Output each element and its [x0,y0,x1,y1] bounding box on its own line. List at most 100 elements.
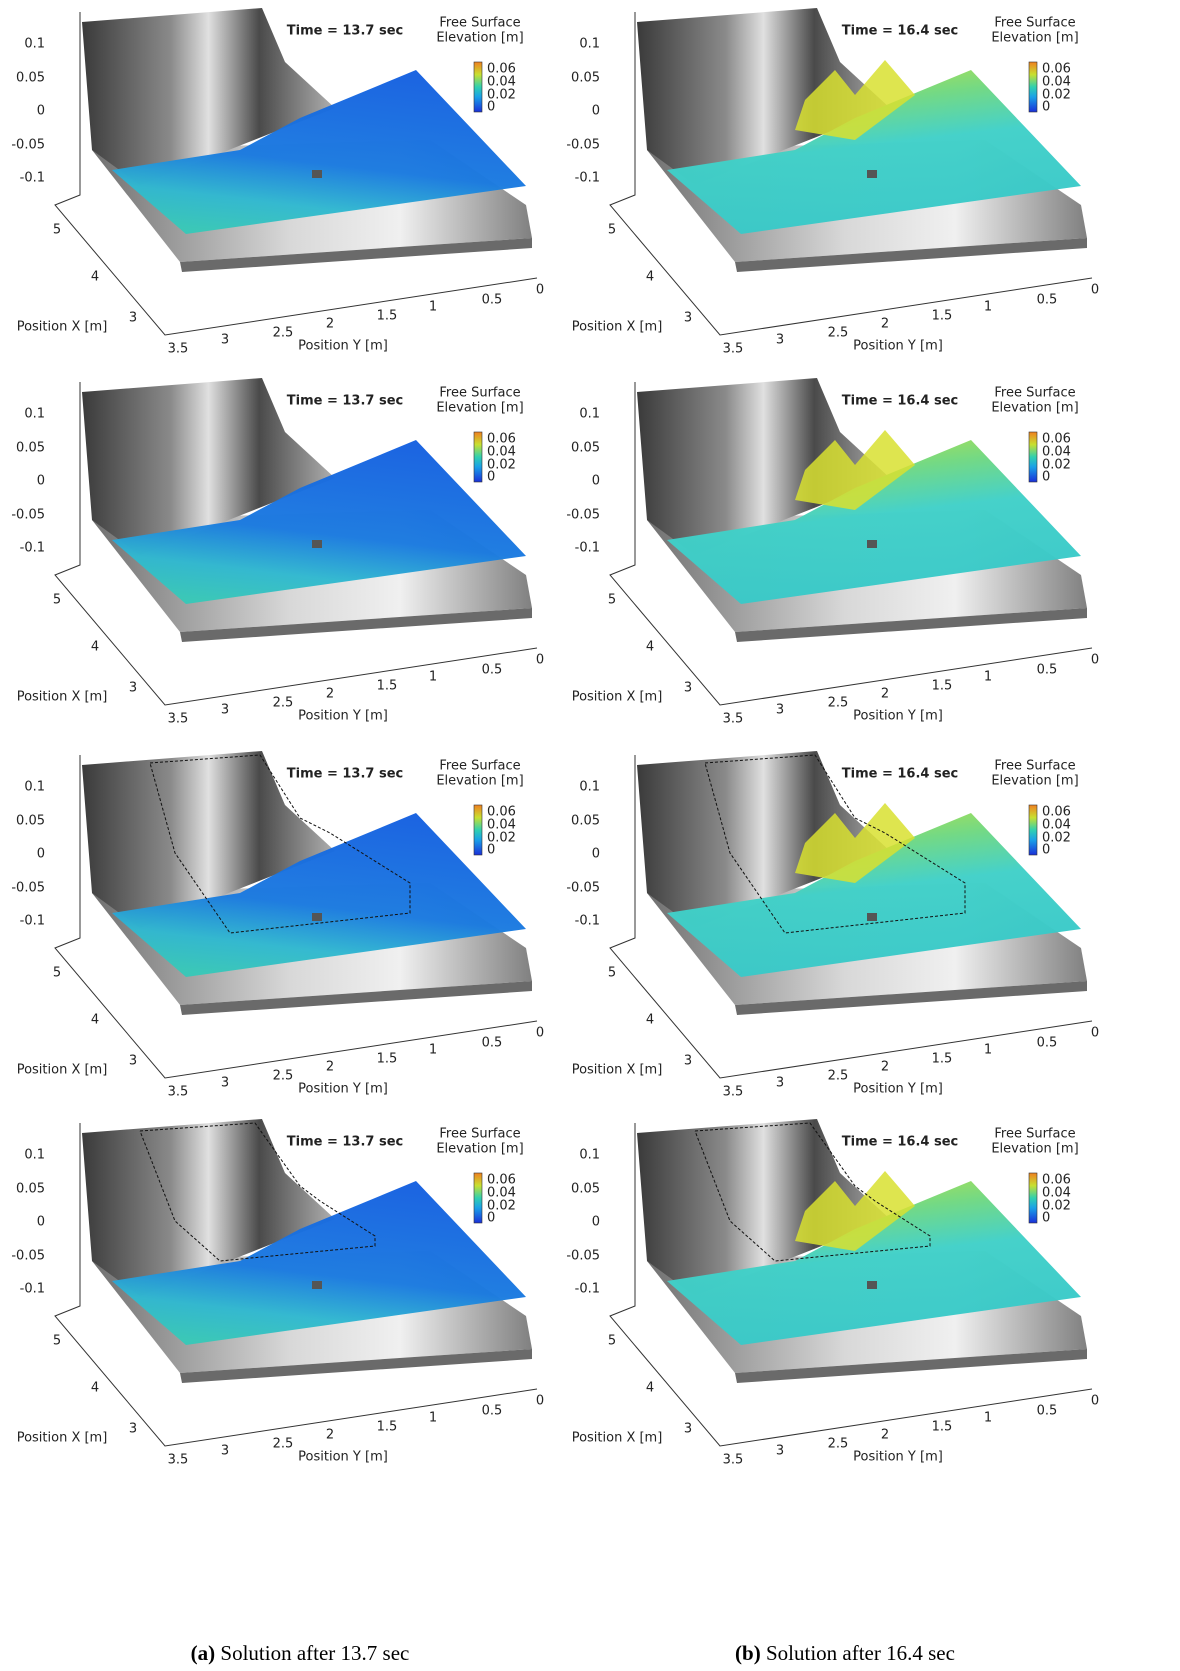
y-tick-label: 2 [881,317,889,332]
z-tick-label: 0.05 [571,1182,600,1197]
z-tick-label: 0.05 [571,814,600,829]
z-tick-label: 0.1 [24,780,45,795]
colorbar [473,804,483,856]
x-axis-label: Position X [m] [17,690,108,705]
y-tick-label: 0.5 [482,1404,503,1419]
colorbar-tick-label: 0.02 [1042,88,1071,103]
time-label: Time = 16.4 sec [842,394,959,409]
colorbar-tick-label: 0 [487,470,495,485]
colorbar-title: Elevation [m] [436,1142,523,1157]
z-tick-label: -0.05 [566,1249,600,1264]
colorbar-tick-label: 0.04 [487,445,516,460]
y-tick-label: 0 [1091,653,1099,668]
colorbar-tick-label: 0.02 [487,1199,516,1214]
axis-line [54,382,538,706]
wave-crest [795,803,915,883]
x-tick-label: 3 [684,1422,692,1437]
y-tick-label: 3 [776,1444,784,1459]
y-tick-label: 3 [776,333,784,348]
y-tick-label: 2.5 [273,326,294,341]
wall-surface [82,751,335,928]
y-tick-label: 2.5 [828,696,849,711]
y-tick-label: 0 [1091,1394,1099,1409]
y-tick-label: 2 [326,1428,334,1443]
obstacle [867,170,877,178]
x-axis-label: Position X [m] [572,320,663,335]
axis-line [54,12,538,336]
y-axis-label: Position Y [m] [298,1450,388,1465]
water-surface [112,70,526,234]
y-tick-label: 0 [1091,283,1099,298]
panel: 0.1 0.05 0 -0.05 -0.1 5 4 3 3.5 3 2.5 2 1.5 1 0.5 0 Posi… [566,8,1099,357]
y-tick-label: 2.5 [828,1437,849,1452]
x-axis-label: Position X [m] [572,1063,663,1078]
wave-crest [795,1171,915,1251]
y-tick-label: 0.5 [1037,663,1058,678]
x-axis-label: Position X [m] [17,320,108,335]
y-tick-label: 2 [326,1060,334,1075]
y-tick-label: 2 [326,317,334,332]
y-tick-label: 1.5 [377,1052,398,1067]
y-tick-label: 0 [536,1394,544,1409]
colorbar-tick-label: 0 [487,1211,495,1226]
panel: 0.1 0.05 0 -0.05 -0.1 5 4 3 3.5 3 2.5 2 1.5 1 0.5 0 Posi… [11,378,544,727]
y-tick-label: 3 [221,333,229,348]
dashed-region [139,1122,376,1262]
colorbar-tick-label: 0.04 [1042,818,1071,833]
z-tick-label: -0.05 [11,1249,45,1264]
y-tick-label: 1 [984,1043,992,1058]
y-tick-label: 3.5 [723,712,744,727]
z-tick-label: -0.1 [20,1282,45,1297]
x-tick-label: 4 [91,270,99,285]
y-tick-label: 0.5 [1037,293,1058,308]
colorbar-title: Free Surface [994,16,1075,31]
axis-line [609,755,1093,1079]
y-tick-label: 3.5 [168,342,189,357]
time-label: Time = 13.7 sec [287,767,404,782]
obstacle [312,913,322,921]
y-tick-label: 1.5 [932,1420,953,1435]
z-tick-label: 0.1 [24,1148,45,1163]
colorbar-tick-label: 0.02 [1042,458,1071,473]
panel: 0.1 0.05 0 -0.05 -0.1 5 4 3 3.5 3 2.5 2 1.5 1 0.5 0 Posi… [566,751,1099,1100]
y-tick-label: 0.5 [1037,1404,1058,1419]
z-tick-label: 0 [37,847,45,862]
z-tick-label: 0 [592,104,600,119]
y-tick-label: 3.5 [723,1453,744,1468]
bed-side [180,608,532,642]
y-tick-label: 1.5 [377,1420,398,1435]
z-tick-label: 0.05 [16,441,45,456]
obstacle [867,913,877,921]
y-tick-label: 0.5 [482,293,503,308]
y-tick-label: 1.5 [932,679,953,694]
x-axis-label: Position X [m] [17,1063,108,1078]
y-tick-label: 2 [881,1060,889,1075]
x-tick-label: 4 [646,270,654,285]
bed-side [735,608,1087,642]
y-tick-label: 2 [326,687,334,702]
time-label: Time = 16.4 sec [842,1135,959,1150]
panel: 0.1 0.05 0 -0.05 -0.1 5 4 3 3.5 3 2.5 2 1.5 1 0.5 0 Posi… [11,1119,544,1468]
colorbar-tick-label: 0.02 [487,831,516,846]
colorbar-tick-label: 0.04 [1042,445,1071,460]
y-tick-label: 3.5 [168,1453,189,1468]
x-tick-label: 4 [91,640,99,655]
z-tick-label: 0.1 [579,37,600,52]
z-tick-label: 0.05 [16,71,45,86]
y-tick-label: 1 [429,670,437,685]
water-surface [112,1181,526,1345]
y-tick-label: 3 [221,703,229,718]
y-tick-label: 3.5 [723,1085,744,1100]
z-tick-label: -0.05 [566,881,600,896]
z-tick-label: -0.1 [20,914,45,929]
time-label: Time = 16.4 sec [842,24,959,39]
x-tick-label: 5 [608,593,616,608]
z-tick-label: -0.05 [11,508,45,523]
wall-surface [637,8,890,185]
x-tick-label: 3 [684,1054,692,1069]
colorbar-tick-label: 0.06 [487,62,516,77]
panel: 0.1 0.05 0 -0.05 -0.1 5 4 3 3.5 3 2.5 2 1.5 1 0.5 0 Posi… [11,8,544,357]
y-tick-label: 3.5 [723,342,744,357]
water-surface [667,813,1081,977]
y-axis-label: Position Y [m] [853,709,943,724]
